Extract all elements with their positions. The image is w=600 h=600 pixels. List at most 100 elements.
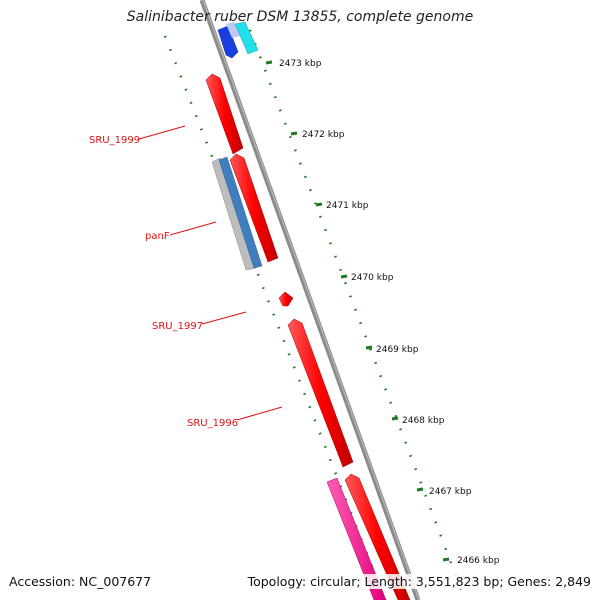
inner-ring-dot-0 [163, 35, 167, 38]
outer-ring-dot-23 [364, 335, 367, 338]
leader-line-sru1996 [236, 406, 283, 421]
inner-ring-dot-32 [328, 458, 332, 462]
outer-ring-dot-10 [298, 162, 302, 165]
inner-ring-dot-31 [323, 445, 327, 449]
tick-mark-2468 [391, 416, 399, 421]
inner-ring-dot-18 [256, 273, 260, 277]
leader-line-sru1997 [201, 311, 247, 325]
tick-label-2473: 2473 kbp [279, 59, 322, 69]
outer-ring-dot-7 [283, 122, 287, 125]
genome-backbone [199, 0, 421, 600]
outer-ring-dot-35 [424, 494, 428, 497]
outer-ring-dot-27 [384, 388, 388, 391]
inner-ring-dot-30 [318, 432, 322, 435]
gene-labels: SRU_1999 panF SRU_1997 SRU_1996 [89, 125, 283, 429]
outer-ring-dot-11 [303, 175, 307, 179]
tick-label-2466: 2466 kbp [457, 556, 500, 566]
inner-ring-dot-24 [287, 353, 291, 356]
tick-label-2470: 2470 kbp [351, 273, 394, 283]
tick-mark-2466 [442, 557, 450, 562]
inner-ring-dot-1 [169, 48, 172, 52]
gene-cyan-top [234, 21, 259, 55]
leader-line-panf [169, 221, 217, 236]
outer-ring-dot-4 [268, 82, 272, 86]
outer-ring-dot-25 [374, 361, 378, 365]
inner-ring-dot-5 [189, 101, 193, 105]
inner-ring-dot-19 [261, 286, 265, 290]
inner-ring-dot-21 [272, 313, 276, 316]
outer-ring-dot-19 [344, 281, 347, 285]
gene-label-sru1997[interactable]: SRU_1997 [152, 321, 203, 332]
gene-red-1[interactable] [205, 73, 244, 155]
gene-gray-panF[interactable] [211, 157, 257, 271]
outer-ring-dot-39 [444, 547, 448, 551]
inner-ring-dot-25 [292, 366, 296, 369]
outer-ring-dot-2 [258, 56, 262, 59]
tick-mark-2471 [315, 202, 323, 207]
inner-ring-dot-27 [303, 392, 307, 396]
inner-ring-dot-9 [210, 154, 214, 158]
outer-ring-dot-36 [429, 507, 433, 511]
genome-backbone-highlight [202, 0, 420, 600]
tick-mark-2470 [340, 274, 348, 279]
gene-label-panf[interactable]: panF [145, 231, 170, 242]
gene-steel-blue[interactable] [218, 156, 263, 269]
gene-blue-top [217, 25, 239, 59]
outer-ring-dot-37 [434, 521, 438, 524]
inner-ring-dot-26 [298, 379, 301, 382]
accession-value: NC_007677 [79, 574, 152, 589]
outer-ring-dot-24 [369, 348, 372, 351]
tick-label-2469: 2469 kbp [376, 345, 419, 355]
tick-label-2472: 2472 kbp [302, 130, 345, 140]
inner-ring-dot-3 [179, 75, 183, 78]
outer-ring-dot-0 [248, 29, 252, 32]
tick-mark-2472 [290, 131, 298, 136]
outer-ring-dot-30 [399, 428, 403, 431]
outer-ring-dot-31 [404, 441, 408, 444]
outer-ring-dot-5 [273, 96, 277, 99]
genes-value: 2,849 [555, 574, 591, 589]
gene-label-sru1996[interactable]: SRU_1996 [187, 418, 238, 429]
scale-ring-outer [248, 29, 463, 590]
inner-ring-dot-28 [308, 405, 312, 409]
outer-ring-dot-9 [293, 149, 297, 152]
outer-ring-dot-8 [288, 135, 292, 139]
topology-value: circular [310, 574, 357, 589]
gene-light-blue-top [226, 22, 240, 38]
gene-red-2[interactable] [229, 153, 279, 263]
outer-ring-dot-33 [414, 468, 418, 471]
outer-ring-dot-28 [389, 401, 393, 404]
inner-ring-dot-34 [339, 485, 343, 488]
outer-ring-dot-6 [278, 109, 282, 112]
outer-ring-dot-13 [313, 202, 317, 205]
outer-ring-dot-17 [334, 255, 337, 258]
gene-label-sru1999[interactable]: SRU_1999 [89, 135, 140, 146]
outer-ring-dot-3 [263, 69, 267, 72]
outer-ring-dot-29 [394, 414, 398, 418]
outer-ring-dot-12 [308, 188, 312, 192]
inner-ring-dot-2 [174, 62, 178, 65]
outer-ring-dot-26 [379, 374, 383, 378]
outer-ring-dot-40 [449, 561, 453, 564]
outer-ring-dot-18 [339, 268, 342, 272]
leader-line-sru1999 [138, 125, 186, 140]
inner-ring-dot-4 [184, 88, 188, 91]
gene-red-3[interactable] [287, 318, 354, 468]
outer-ring-dot-20 [349, 295, 352, 298]
tick-labels: 2473 kbp 2472 kbp 2471 kbp 2470 kbp 2469… [265, 59, 500, 566]
outer-ring-dot-32 [409, 454, 413, 458]
inner-ring-dot-29 [313, 419, 317, 422]
length-label: Length: [364, 574, 412, 589]
inner-ring-dot-22 [277, 326, 281, 329]
gene-magenta[interactable] [326, 477, 387, 600]
accession-info: Accession: NC_007677 [9, 574, 152, 589]
inner-ring-dot-7 [199, 128, 203, 131]
inner-ring-dot-23 [282, 339, 286, 343]
topology-label: Topology: [247, 574, 307, 589]
outer-ring-dot-15 [324, 228, 327, 232]
accession-label: Accession: [9, 574, 76, 589]
tick-label-2468: 2468 kbp [402, 416, 445, 426]
outer-ring-dot-21 [354, 308, 357, 311]
gene-red-small[interactable] [278, 291, 294, 307]
